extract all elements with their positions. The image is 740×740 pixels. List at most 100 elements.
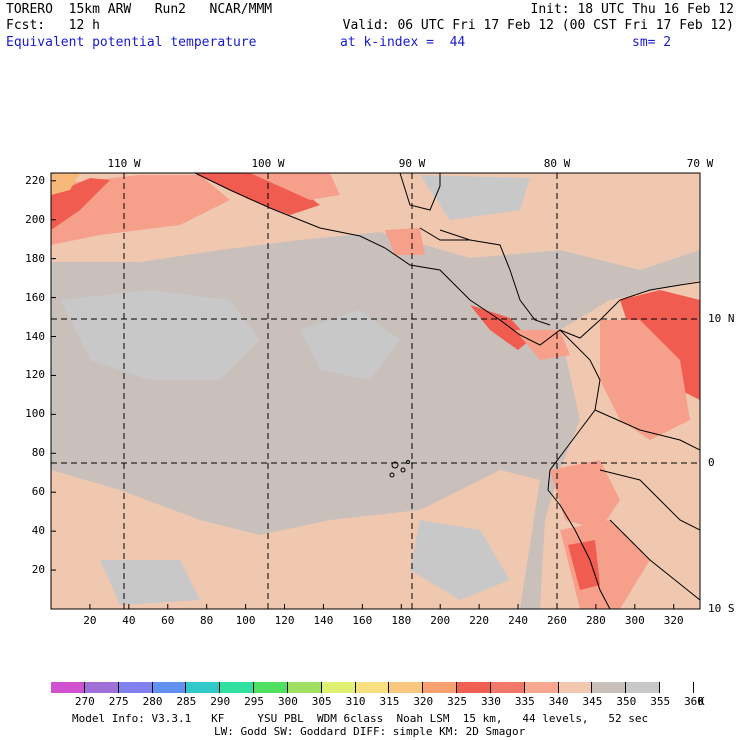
y-tick-label: 40 <box>31 524 45 538</box>
border-2 <box>599 469 700 531</box>
y-tick-label: 80 <box>31 446 45 460</box>
border-4 <box>419 227 470 241</box>
colorbar-label: 285 <box>176 695 197 708</box>
field-grey-1 <box>60 290 260 380</box>
colorbar-swatch <box>84 682 119 693</box>
x-tick-label: 200 <box>430 614 451 627</box>
colorbar-label: 295 <box>244 695 264 708</box>
lon-label-100w: 100 W <box>251 157 285 170</box>
colorbar-label: 340 <box>548 695 569 708</box>
colorbar-label: 360 <box>684 695 704 708</box>
colorbar-label: 350 <box>616 695 637 708</box>
x-tick-label: 40 <box>122 614 136 627</box>
x-tick-label: 180 <box>391 614 412 627</box>
colorbar-swatch <box>186 682 221 693</box>
x-tick-label: 60 <box>161 614 175 627</box>
colorbar-swatch <box>321 682 356 693</box>
colorbar-label: 275 <box>108 695 129 708</box>
field-name: Equivalent potential temperature <box>6 35 257 50</box>
galapagos-islands <box>389 460 410 478</box>
colorbar-label: 325 <box>447 695 468 708</box>
x-tick-label: 80 <box>200 614 214 627</box>
colorbar-swatch <box>389 682 424 693</box>
lat-label-10s: 10 S <box>708 602 735 615</box>
field-red-mexico <box>195 173 320 215</box>
field-red-peru <box>568 540 600 590</box>
field-red-costarica <box>470 305 530 350</box>
valid-time: Valid: 06 UTC Fri 17 Feb 12 (00 CST Fri … <box>342 18 734 33</box>
colorbar-label: 280 <box>142 695 163 708</box>
field-grey-2 <box>300 310 400 380</box>
colorbar <box>51 682 694 693</box>
colorbar-label: 345 <box>582 695 603 708</box>
colorbar-swatch <box>490 682 525 693</box>
colorbar-swatch <box>457 682 491 693</box>
colorbar-swatch <box>220 682 255 693</box>
x-tick-label: 240 <box>508 614 528 627</box>
y-tick-label: 200 <box>25 212 45 226</box>
lat-label-0: 0 <box>708 456 715 469</box>
lon-label-70w: 70 W <box>686 157 714 170</box>
colorbar-label: 355 <box>650 695 671 708</box>
map-field <box>51 173 700 609</box>
colorbar-label: 335 <box>514 695 535 708</box>
lat-label-10n: 10 N <box>708 312 735 325</box>
x-tick-label: 300 <box>624 614 645 627</box>
field-salmon-colombia <box>600 320 690 440</box>
x-tick-label: 280 <box>585 614 606 627</box>
colorbar-label: 310 <box>345 695 366 708</box>
colorbar-label: 330 <box>481 695 501 708</box>
lat-lon-grid <box>51 173 700 609</box>
x-tick-label: 120 <box>274 614 295 627</box>
axis-ticks <box>51 180 675 609</box>
lon-label-110w: 110 W <box>107 157 141 170</box>
colorbar-label: 305 <box>311 695 332 708</box>
coastlines <box>194 173 700 609</box>
yucatan-coast <box>399 173 441 211</box>
x-tick-label: 100 <box>235 614 256 627</box>
colorbar-label: 320 <box>413 695 434 708</box>
colorbar-unit: K <box>698 695 705 708</box>
x-tick-label: 160 <box>352 614 373 627</box>
field-grey-4 <box>100 560 200 605</box>
field-salmon-panama <box>515 330 570 360</box>
field-salmon-ecuador <box>550 460 620 530</box>
init-time: Init: 18 UTC Thu 16 Feb 12 <box>530 2 735 17</box>
colorbar-swatch <box>287 682 322 693</box>
colorbar-swatch <box>152 682 187 693</box>
sa-west-coast <box>547 329 611 609</box>
colorbar-swatch <box>423 682 458 693</box>
header-title: TORERO 15km ARW Run2 NCAR/MMM <box>6 2 273 17</box>
model-info: Model Info: V3.3.1 KF YSU PBL WDM 6class… <box>72 712 649 725</box>
colorbar-swatch <box>660 682 694 693</box>
map-frame <box>50 172 701 610</box>
field-grey-3 <box>410 520 510 600</box>
x-tick-label: 220 <box>469 614 490 627</box>
border-3 <box>609 519 700 601</box>
x-tick-label: 320 <box>663 614 684 627</box>
lon-label-90w: 90 W <box>398 157 426 170</box>
colorbar-swatch <box>355 682 390 693</box>
smoothing-text: sm= 2 <box>632 35 672 50</box>
colorbar-swatch <box>254 682 288 693</box>
colorbar-swatch <box>524 682 559 693</box>
colorbar-swatch <box>51 682 85 693</box>
field-orange-nw <box>51 173 80 195</box>
physics-info: LW: Godd SW: Goddard DIFF: simple KM: 2D… <box>214 725 526 738</box>
lon-label-80w: 80 W <box>543 157 571 170</box>
colorbar-swatch <box>558 682 593 693</box>
y-tick-label: 100 <box>25 407 45 421</box>
colorbar-swatch <box>118 682 153 693</box>
y-tick-label: 140 <box>25 329 45 343</box>
field-grey-5 <box>420 175 530 220</box>
x-tick-label: 260 <box>547 614 567 627</box>
y-tick-label: 180 <box>25 251 45 265</box>
forecast-hour: Fcst: 12 h <box>6 18 100 33</box>
y-tick-label: 220 <box>25 173 45 187</box>
colorbar-swatch <box>626 682 661 693</box>
x-tick-label: 140 <box>313 614 334 627</box>
colorbar-label: 315 <box>379 695 400 708</box>
colorbar-label: 270 <box>74 695 95 708</box>
field-salmon-honduras <box>385 228 425 255</box>
